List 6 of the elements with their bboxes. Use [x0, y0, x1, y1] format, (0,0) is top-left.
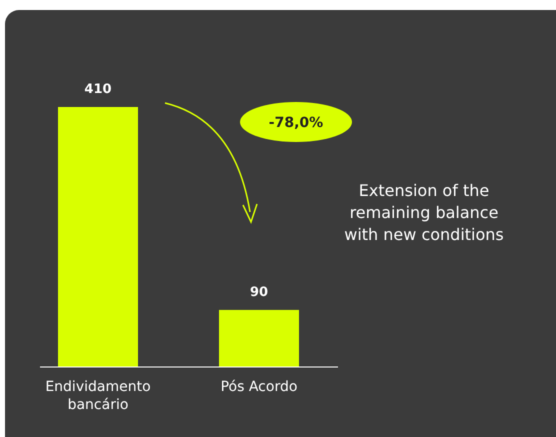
- annotation: -78,0%: [268, 115, 324, 131]
- x-tick-label: Pós Acordo: [220, 379, 298, 395]
- x-tick-label: Endividamento bancário: [45, 379, 151, 413]
- text: Extension of the remaining balance with new conditions: [344, 181, 504, 244]
- data-label: 410: [84, 82, 112, 97]
- data-label: 90: [250, 284, 268, 300]
